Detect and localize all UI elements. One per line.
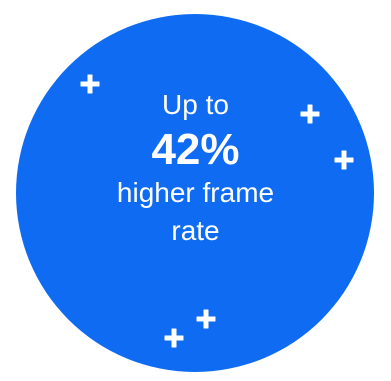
plus-sparkle-icon — [164, 328, 184, 348]
plus-sparkle-icon — [80, 74, 100, 94]
plus-sparkle-icon — [196, 309, 216, 329]
badge-circle — [16, 14, 374, 372]
plus-sparkle-icon — [300, 104, 320, 124]
badge-line-up-to: Up to — [162, 89, 229, 120]
badge-text: Up to 42% higher frame rate — [0, 88, 391, 248]
plus-sparkle-icon — [334, 150, 354, 170]
badge-percentage: 42% — [151, 125, 240, 174]
badge-line-rate: rate — [171, 215, 220, 246]
badge-line-higher-frame: higher frame — [116, 177, 275, 208]
